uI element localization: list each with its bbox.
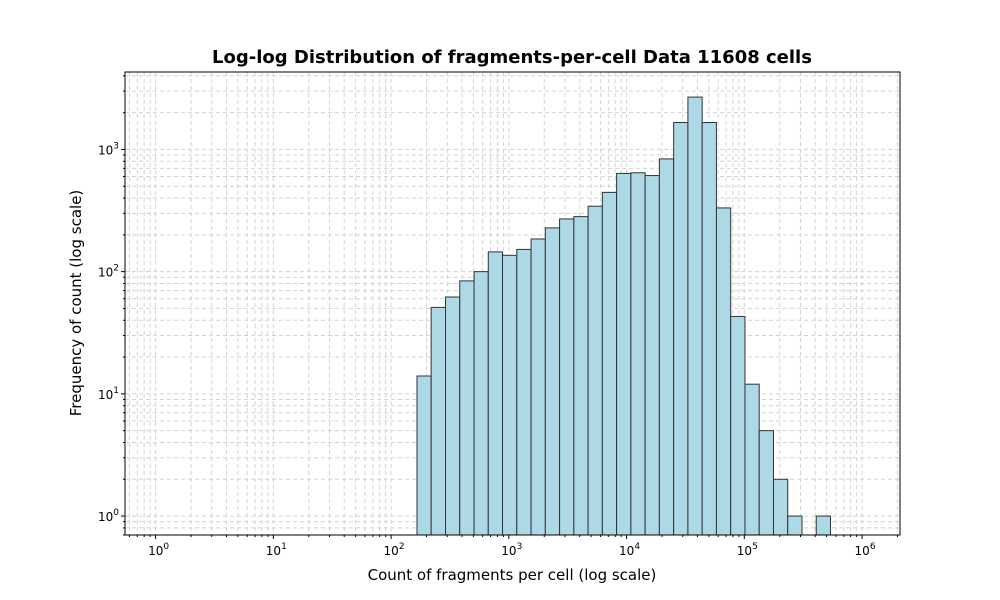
histogram-bar <box>530 238 546 536</box>
histogram-bar <box>701 122 717 536</box>
histogram-bar <box>772 478 789 536</box>
histogram-bar <box>715 207 732 536</box>
histogram-bar <box>502 254 518 536</box>
x-tick-label: 102 <box>384 542 405 558</box>
histogram-bars <box>416 96 832 536</box>
x-tick-label: 105 <box>737 542 758 558</box>
histogram-bar <box>445 296 461 536</box>
histogram-bar <box>559 218 575 536</box>
histogram-bar <box>787 515 803 536</box>
histogram-bar <box>587 205 603 536</box>
x-axis-label: Count of fragments per cell (log scale) <box>368 566 657 584</box>
x-tick-label: 104 <box>619 542 640 558</box>
histogram-bar <box>416 375 432 536</box>
histogram-bar <box>658 158 675 536</box>
histogram-bar <box>544 227 561 536</box>
histogram-bar <box>687 96 703 536</box>
histogram-bar <box>601 191 618 536</box>
histogram-bar <box>630 172 646 536</box>
histogram-bar <box>616 172 632 536</box>
chart-title: Log-log Distribution of fragments-per-ce… <box>212 47 812 68</box>
histogram-bar <box>487 251 504 536</box>
histogram-bar <box>815 515 832 536</box>
histogram-bar <box>573 216 589 536</box>
histogram-bar <box>673 122 689 536</box>
histogram-bar <box>644 175 660 536</box>
histogram-bar <box>744 383 760 536</box>
x-tick-label: 100 <box>148 542 169 558</box>
histogram-bar <box>459 280 475 536</box>
x-tick-label: 106 <box>855 542 876 558</box>
y-tick-label: 100 <box>98 508 119 524</box>
axis-ticks: 100 101 102 103 104 105 106 100 101 102 103 <box>98 75 899 558</box>
histogram-bar <box>473 271 489 536</box>
y-tick-label: 101 <box>98 386 119 402</box>
y-tick-label: 103 <box>98 141 119 157</box>
x-tick-label: 103 <box>501 542 522 558</box>
y-axis-label: Frequency of count (log scale) <box>67 190 85 417</box>
x-tick-label: 101 <box>266 542 287 558</box>
histogram-bar <box>730 315 746 536</box>
y-tick-label: 102 <box>98 264 119 280</box>
plot-area-frame <box>124 71 901 536</box>
histogram-bar <box>758 430 774 536</box>
histogram-bar <box>516 248 532 536</box>
histogram-bar <box>430 306 447 536</box>
